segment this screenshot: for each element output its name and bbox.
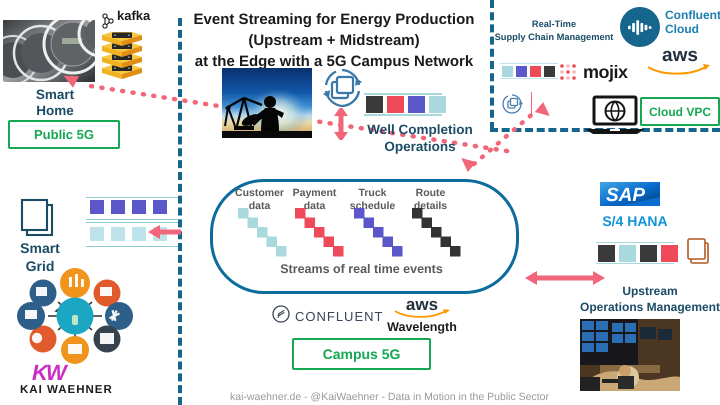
svg-text:SAP: SAP: [606, 185, 645, 206]
